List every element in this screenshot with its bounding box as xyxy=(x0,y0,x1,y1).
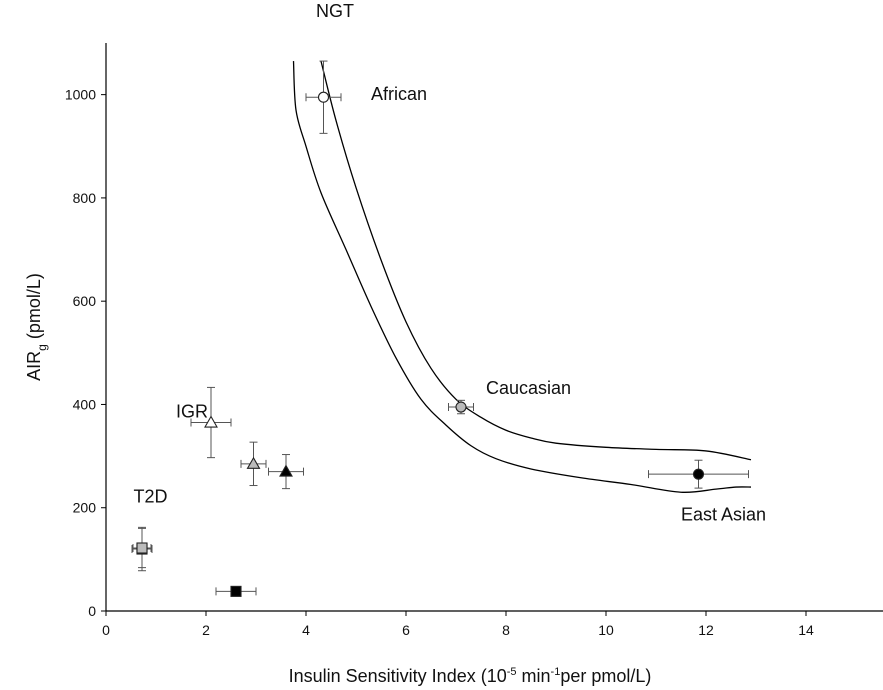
x-tick-label: 6 xyxy=(402,622,410,638)
annotation-label: NGT xyxy=(316,1,354,21)
annotation-label: T2D xyxy=(134,487,168,507)
triangle-marker xyxy=(204,415,218,428)
triangle-marker xyxy=(246,456,261,469)
annotation-label: Caucasian xyxy=(486,378,571,398)
x-tick-label: 10 xyxy=(598,622,614,638)
annotation-label: IGR xyxy=(176,401,208,421)
curves-group xyxy=(292,60,752,494)
y-tick-label: 1000 xyxy=(65,87,96,103)
boundary-curve-2 xyxy=(292,61,752,494)
x-tick-label: 2 xyxy=(202,622,210,638)
x-tick-label: 14 xyxy=(798,622,814,638)
x-tick-label: 4 xyxy=(302,622,310,638)
x-axis-title: Insulin Sensitivity Index (10-5 min-1per… xyxy=(289,666,652,686)
square-marker xyxy=(230,585,242,597)
y-tick-label: 200 xyxy=(73,500,97,516)
y-axis-title: AIRg (pmol/L) xyxy=(24,273,49,381)
y-tick-label: 400 xyxy=(73,396,97,412)
circle-marker xyxy=(692,468,705,480)
error-bars-group xyxy=(131,60,749,597)
markers-group xyxy=(136,91,705,597)
annotation-label: African xyxy=(371,84,427,104)
annotation-label: East Asian xyxy=(681,505,766,525)
x-tick-label: 12 xyxy=(698,622,714,638)
x-tick-label: 0 xyxy=(102,622,110,638)
x-tick-label: 8 xyxy=(502,622,510,638)
y-tick-label: 0 xyxy=(88,603,96,619)
boundary-curve-1 xyxy=(320,60,752,461)
y-tick-label: 800 xyxy=(73,190,97,206)
circle-marker xyxy=(317,91,330,103)
annotations-group: NGT African Caucasian IGR East Asian T2D xyxy=(134,1,767,524)
triangle-marker xyxy=(279,464,293,477)
ticks-group: 0 2 4 6 8 10 12 14 0 200 400 600 800 1000 xyxy=(65,87,814,638)
y-tick-label: 600 xyxy=(73,293,97,309)
circle-marker xyxy=(455,401,467,413)
square-marker xyxy=(136,542,148,554)
